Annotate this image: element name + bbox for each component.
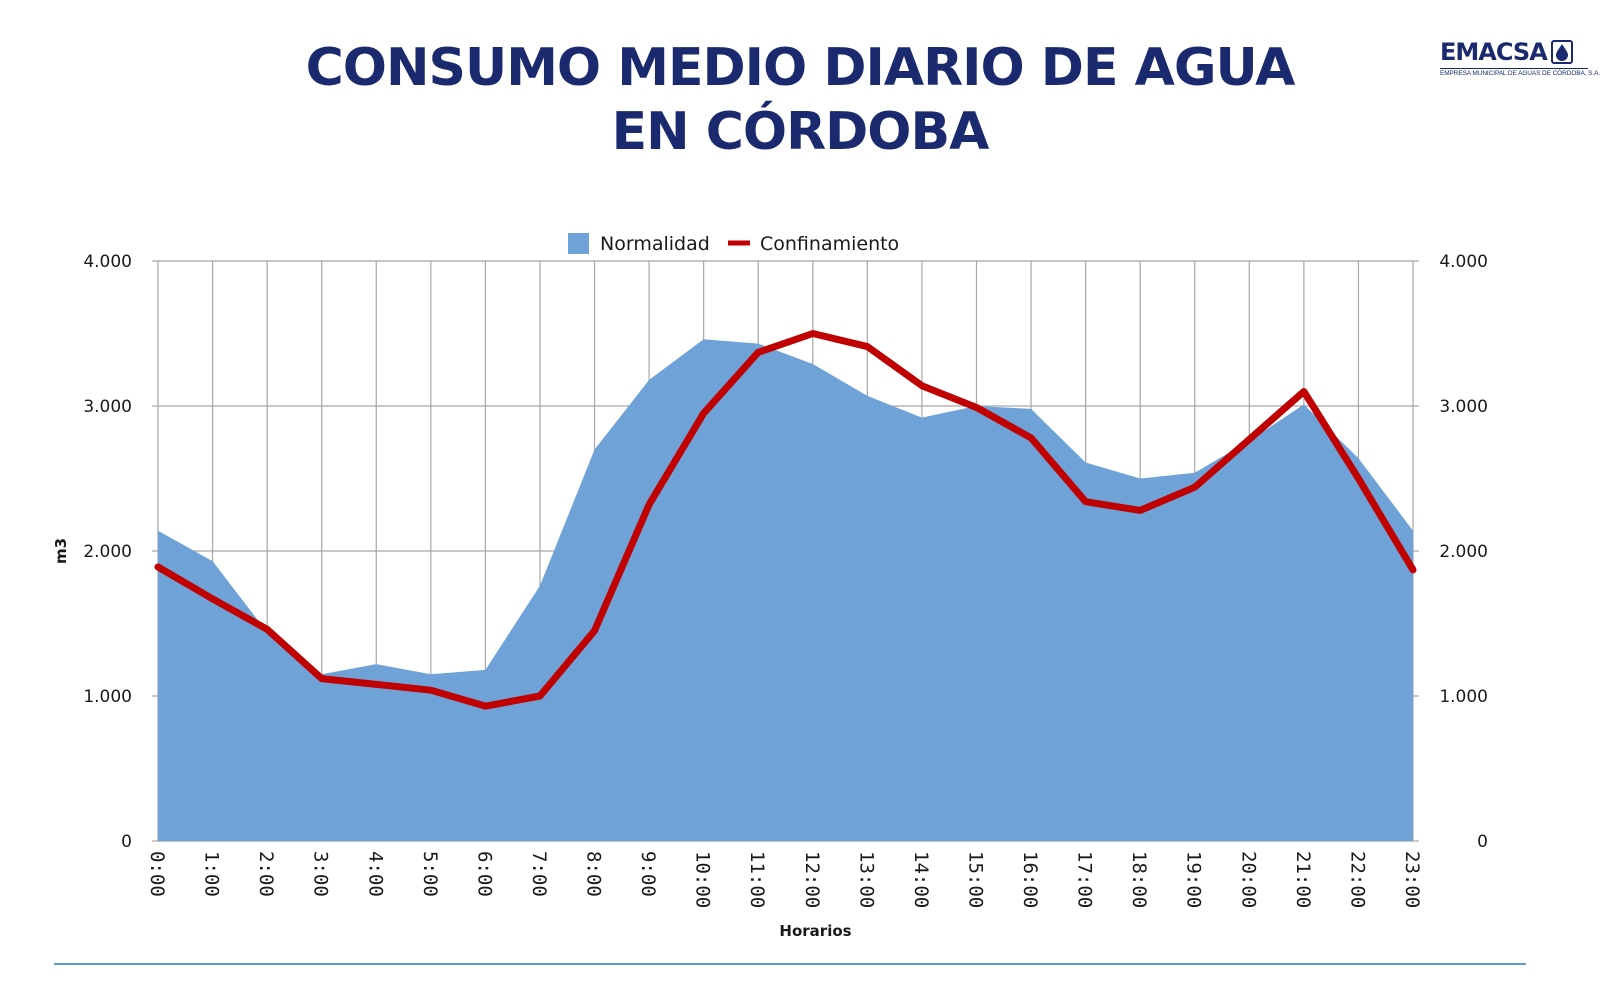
y2-tick-label: 4.000: [1439, 252, 1488, 272]
x-tick-label: 13:00: [855, 851, 877, 908]
x-tick-label: 3:00: [310, 851, 332, 897]
y-tick-label: 0: [121, 832, 132, 852]
emacsa-logo: EMACSA EMPRESA MUNICIPAL DE AGUAS DE CÓR…: [1440, 38, 1600, 77]
x-tick-label: 15:00: [964, 851, 986, 908]
x-tick-label: 23:00: [1401, 851, 1423, 908]
x-tick-label: 20:00: [1237, 851, 1259, 908]
x-tick-label: 10:00: [692, 851, 714, 908]
x-tick-label: 16:00: [1019, 851, 1041, 908]
x-tick-label: 6:00: [473, 851, 495, 897]
x-tick-label: 12:00: [801, 851, 823, 908]
x-tick-label: 5:00: [419, 851, 441, 897]
x-tick-label: 4:00: [364, 851, 386, 897]
page-title: CONSUMO MEDIO DIARIO DE AGUA EN CÓRDOBA: [0, 36, 1600, 164]
consumption-chart: 0 0 1.000 1.000 2.000 2.000 3.000 3.000 4.000 4.0…: [52, 233, 1488, 940]
y2-tick-label: 0: [1477, 832, 1488, 852]
y-tick-label: 1.000: [83, 687, 132, 707]
area-series-normalidad: [158, 339, 1413, 841]
y-tick-label: 4.000: [83, 252, 132, 272]
x-tick-label: 7:00: [528, 851, 550, 897]
y-tick-label: 3.000: [83, 397, 132, 417]
x-tick-label: 18:00: [1128, 851, 1150, 908]
y2-tick-label: 2.000: [1439, 542, 1488, 562]
water-drop-icon: [1550, 40, 1573, 64]
title-line-2: EN CÓRDOBA: [611, 102, 990, 162]
y2-tick-label: 1.000: [1439, 687, 1488, 707]
footer-divider: [54, 963, 1526, 965]
x-tick-label: 11:00: [746, 851, 768, 908]
legend-swatch-normalidad: [568, 233, 589, 254]
x-tick-label: 22:00: [1346, 851, 1368, 908]
y2-tick-label: 3.000: [1439, 397, 1488, 417]
y-tick-label: 2.000: [83, 542, 132, 562]
x-tick-label: 19:00: [1183, 851, 1205, 908]
x-tick-label: 8:00: [583, 851, 605, 897]
x-tick-label: 1:00: [201, 851, 223, 897]
x-tick-label: 9:00: [637, 851, 659, 897]
x-tick-label: 2:00: [255, 851, 277, 897]
legend-label-normalidad: Normalidad: [600, 233, 710, 255]
x-tick-label: 14:00: [910, 851, 932, 908]
line-series-confinamiento: [154, 330, 1417, 710]
title-line-1: CONSUMO MEDIO DIARIO DE AGUA: [305, 38, 1296, 98]
x-tick-label: 21:00: [1292, 851, 1314, 908]
logo-subtitle: EMPRESA MUNICIPAL DE AGUAS DE CÓRDOBA, S…: [1440, 68, 1600, 77]
chart-container: 0 0 1.000 1.000 2.000 2.000 3.000 3.000 4.000 4.0…: [40, 225, 1560, 985]
legend-label-confinamiento: Confinamiento: [760, 233, 899, 255]
x-tick-label: 17:00: [1074, 851, 1096, 908]
logo-wordmark: EMACSA: [1440, 38, 1548, 66]
x-tick-label: 0:00: [146, 851, 168, 897]
x-axis-title: Horarios: [779, 922, 851, 940]
y-axis-title: m3: [52, 538, 70, 564]
